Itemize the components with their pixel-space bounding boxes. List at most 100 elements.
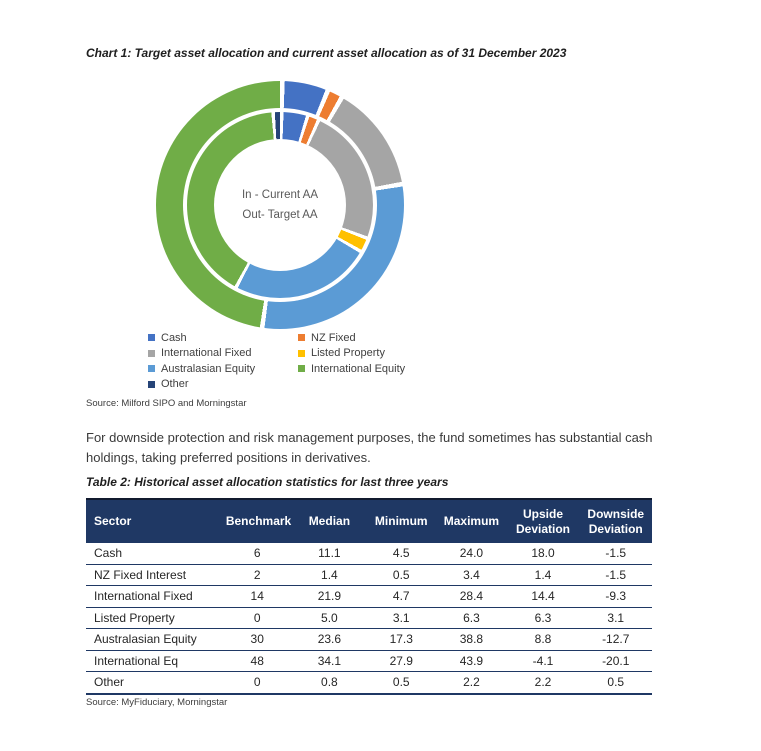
table-cell: -4.1 [506, 650, 580, 672]
table-cell: 3.1 [579, 607, 652, 629]
legend-column-1: Cash International Fixed Australasian Equi… [148, 330, 298, 392]
table-cell: 8.8 [506, 628, 580, 651]
table-cell: 3.1 [366, 607, 437, 629]
table-cell: 0.5 [579, 671, 652, 695]
table-cell: 2.2 [436, 671, 507, 695]
table-title: Table 2: Historical asset allocation sta… [86, 475, 449, 489]
table-cell: 24.0 [436, 543, 507, 565]
table-cell: 0.5 [366, 671, 437, 695]
table-cell: 5.0 [292, 607, 367, 629]
legend-label: International Equity [311, 362, 406, 375]
table-cell: 0.5 [366, 564, 437, 586]
column-header: Maximum [436, 498, 507, 543]
table-row: Cash 6 11.1 4.5 24.0 18.0 -1.5 [86, 543, 652, 565]
legend-label: Listed Property [311, 347, 385, 360]
column-header: Sector [86, 498, 222, 543]
table-cell: Listed Property [86, 607, 222, 629]
table-row: Listed Property 0 5.0 3.1 6.3 6.3 3.1 [86, 607, 652, 629]
table-cell: 0.8 [292, 671, 367, 695]
legend-item: Other [148, 377, 298, 393]
legend-column-2: NZ Fixed Listed Property International Equ… [298, 330, 468, 392]
column-header: Upside Deviation [506, 498, 580, 543]
table-cell: 48 [221, 650, 293, 672]
table-cell: 1.4 [506, 564, 580, 586]
column-header: Minimum [366, 498, 437, 543]
legend-item: International Equity [298, 361, 468, 377]
table-cell: 3.4 [436, 564, 507, 586]
donut-center-line-2: Out- Target AA [242, 209, 318, 221]
table-cell: 38.8 [436, 628, 507, 651]
donut-chart: In - Current AA Out- Target AA [156, 81, 404, 329]
donut-center-line-1: In - Current AA [241, 189, 319, 201]
table-cell: Other [86, 671, 222, 695]
table-cell: 6.3 [436, 607, 507, 629]
table-cell: -1.5 [579, 543, 652, 565]
table-cell: International Eq [86, 650, 222, 672]
table-cell: -20.1 [579, 650, 652, 672]
legend-marker-icon [148, 334, 155, 342]
table-cell: 14 [221, 585, 293, 608]
table-cell: 27.9 [366, 650, 437, 672]
donut-center-label: In - Current AA Out- Target AA [214, 139, 346, 271]
table-cell: 0 [221, 671, 293, 695]
table-row: Australasian Equity 30 23.6 17.3 38.8 8.8 -12.… [86, 628, 652, 651]
table-cell: 11.1 [292, 543, 367, 565]
table-cell: 2 [221, 564, 293, 586]
legend-label: Other [161, 378, 189, 391]
table-cell: 2.2 [506, 671, 580, 695]
chart-legend: Cash International Fixed Australasian Equi… [148, 330, 468, 392]
table-cell: NZ Fixed Interest [86, 564, 222, 586]
legend-marker-icon [298, 334, 305, 342]
legend-label: Australasian Equity [161, 362, 256, 375]
table-cell: 17.3 [366, 628, 437, 651]
table-cell: Australasian Equity [86, 628, 222, 651]
legend-marker-icon [148, 349, 155, 357]
stats-table-header: Sector Benchmark Median Minimum Maximum Upsid… [86, 498, 652, 543]
table-cell: 4.7 [366, 585, 437, 608]
legend-label: International Fixed [161, 347, 252, 360]
table-cell: 0 [221, 607, 293, 629]
legend-label: NZ Fixed [311, 331, 356, 344]
table-cell: -1.5 [579, 564, 652, 586]
legend-item: International Fixed [148, 346, 298, 362]
table-row: NZ Fixed Interest 2 1.4 0.5 3.4 1.4 -1.5 [86, 564, 652, 586]
table-cell: 6.3 [506, 607, 580, 629]
column-header: Benchmark [221, 498, 293, 543]
table-row: International Eq 48 34.1 27.9 43.9 -4.1 -20.1 [86, 650, 652, 672]
column-header: Median [292, 498, 367, 543]
legend-marker-icon [298, 349, 305, 357]
table-cell: International Fixed [86, 585, 222, 608]
table-cell: 23.6 [292, 628, 367, 651]
legend-item: Listed Property [298, 346, 468, 362]
legend-item: Australasian Equity [148, 361, 298, 377]
table-cell: 18.0 [506, 543, 580, 565]
table-cell: -12.7 [579, 628, 652, 651]
table-cell: Cash [86, 543, 222, 565]
table-cell: 1.4 [292, 564, 367, 586]
legend-label: Cash [161, 331, 187, 344]
chart-source: Source: Milford SIPO and Morningstar [86, 398, 247, 409]
table-cell: 34.1 [292, 650, 367, 672]
table-cell: 43.9 [436, 650, 507, 672]
legend-marker-icon [148, 380, 155, 388]
stats-table-body: Cash 6 11.1 4.5 24.0 18.0 -1.5 NZ Fixed Interes… [86, 543, 652, 695]
table-cell: 6 [221, 543, 293, 565]
legend-marker-icon [298, 365, 305, 373]
table-cell: 14.4 [506, 585, 580, 608]
table-cell: 21.9 [292, 585, 367, 608]
table-cell: -9.3 [579, 585, 652, 608]
table-row: International Fixed 14 21.9 4.7 28.4 14.4 -9.3 [86, 585, 652, 608]
column-header: Downside Deviation [579, 498, 652, 543]
table-cell: 30 [221, 628, 293, 651]
body-paragraph: For downside protection and risk managem… [86, 430, 653, 465]
chart-title: Chart 1: Target asset allocation and cur… [86, 46, 567, 60]
stats-table-header-row: Sector Benchmark Median Minimum Maximum Upsid… [86, 498, 652, 543]
table-cell: 4.5 [366, 543, 437, 565]
table-cell: 28.4 [436, 585, 507, 608]
legend-item: NZ Fixed [298, 330, 468, 346]
legend-item: Cash [148, 330, 298, 346]
table-source: Source: MyFiduciary, Morningstar [86, 697, 228, 708]
legend-marker-icon [148, 365, 155, 373]
stats-table: Sector Benchmark Median Minimum Maximum Upsid… [86, 498, 652, 695]
